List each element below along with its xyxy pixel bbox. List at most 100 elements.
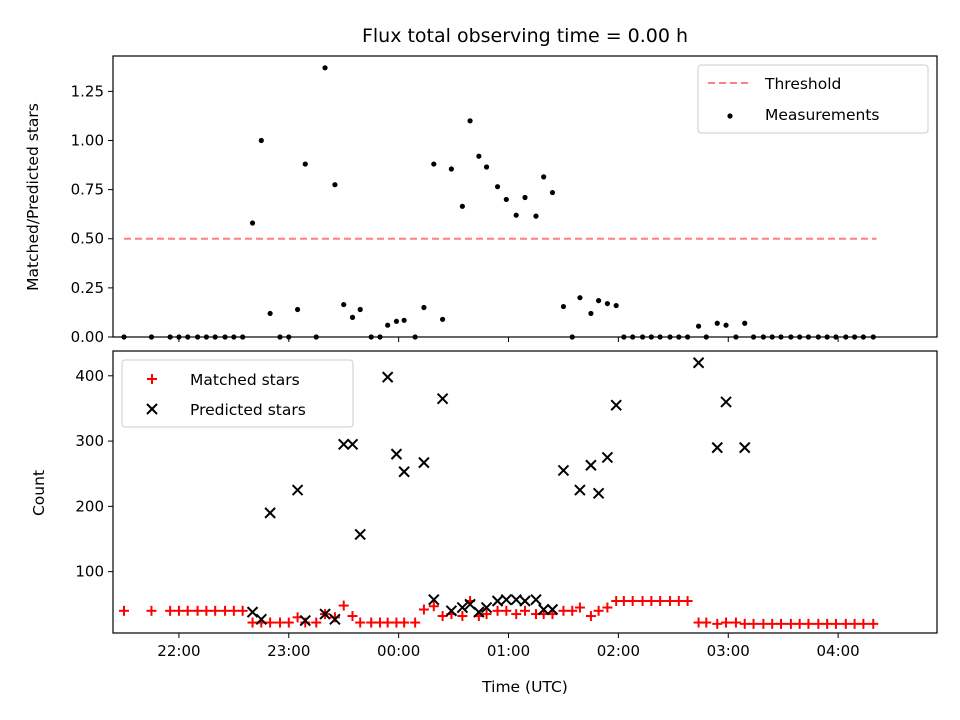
x-tick-label: 22:00	[157, 642, 200, 660]
predicted-stars-point	[291, 484, 304, 496]
measurement-point	[476, 153, 482, 159]
matched-stars-point	[721, 617, 732, 628]
count-x-axis-label: Time (UTC)	[481, 678, 568, 696]
measurement-point	[596, 298, 602, 304]
measurement-point	[714, 320, 720, 326]
measurement-point	[332, 182, 338, 188]
measurement-point	[522, 194, 528, 201]
legend-matched-swatch	[147, 374, 157, 384]
predicted-stars-point	[473, 606, 485, 618]
measurement-point	[349, 314, 356, 320]
matched-stars-point	[366, 617, 377, 628]
ratio-plot-frame	[112, 55, 938, 338]
legend-matched-label: Matched stars	[190, 371, 300, 389]
measurement-point	[513, 212, 519, 218]
predicted-stars-point	[381, 371, 394, 383]
ratio-legend: Threshold Measurements	[697, 64, 929, 134]
predicted-stars-point	[500, 594, 513, 606]
predicted-stars-point	[338, 438, 350, 451]
measurement-point	[723, 322, 729, 328]
measurement-point	[341, 301, 347, 308]
matched-stars-point	[627, 596, 638, 607]
measurement-point	[249, 220, 256, 226]
x-tick-label: 01:00	[487, 642, 530, 660]
matched-stars-point	[173, 605, 184, 616]
measurement-point	[267, 310, 273, 317]
predicted-stars-point	[530, 594, 542, 606]
predicted-stars-point	[592, 487, 605, 500]
matched-stars-point	[637, 596, 648, 607]
matched-stars-point	[712, 618, 723, 629]
measurement-point	[302, 161, 308, 167]
predicted-stars-point	[398, 466, 410, 478]
measurement-point	[560, 303, 567, 310]
ratio-panel: Flux total observing time = 0.00 h Match…	[24, 25, 938, 346]
predicted-stars-point	[491, 595, 504, 607]
count-panel: Count Time (UTC) 100 200 300 400 22:00 23:00 0…	[30, 350, 938, 696]
matched-stars-point	[437, 611, 448, 622]
legend-measurements-swatch	[727, 113, 733, 119]
predicted-stars-point	[329, 613, 341, 625]
measurement-point	[483, 164, 490, 170]
measurement-point	[459, 203, 465, 209]
predicted-stars-point	[456, 601, 469, 614]
measurement-point	[357, 306, 363, 313]
matched-stars-point	[794, 618, 805, 629]
measurement-point	[294, 306, 301, 313]
predicted-stars-point	[601, 451, 614, 464]
measurement-point	[322, 65, 328, 71]
matched-stars-point	[574, 602, 585, 613]
matched-stars-point	[701, 617, 712, 628]
y-tick-label: 300	[75, 432, 104, 450]
matched-stars-point	[758, 618, 769, 629]
matched-stars-point	[602, 602, 613, 613]
measurement-point	[588, 310, 594, 317]
chart-title: Flux total observing time = 0.00 h	[362, 25, 688, 47]
y-tick-label: 1.25	[71, 82, 104, 100]
measurement-point	[258, 137, 264, 144]
predicted-stars-point	[246, 606, 259, 618]
x-tick-label: 02:00	[597, 642, 640, 660]
predicted-stars-point	[436, 392, 449, 405]
matched-stars-point	[338, 600, 349, 611]
matched-stars-point	[247, 617, 258, 628]
predicted-stars-point	[480, 601, 493, 614]
measurement-point	[431, 161, 437, 167]
predicted-stars-point	[546, 603, 559, 616]
matched-stars-point	[311, 617, 322, 628]
matched-stars-point	[665, 596, 676, 607]
count-plot-frame	[112, 350, 938, 634]
matched-stars-point	[274, 617, 285, 628]
predicted-stars-point	[428, 594, 440, 606]
count-legend-box	[121, 359, 354, 428]
predicted-stars-point	[585, 459, 597, 471]
matched-stars-point	[558, 605, 569, 616]
predicted-stars-point	[510, 594, 522, 606]
matched-stars-point	[775, 618, 786, 629]
predicted-stars-point	[519, 595, 531, 607]
matched-stars-point	[481, 609, 492, 620]
measurement-point	[742, 320, 748, 326]
matched-stars-point	[511, 609, 522, 620]
matched-stars-point	[210, 605, 221, 616]
measurement-point	[421, 304, 427, 311]
measurement-point	[401, 317, 407, 323]
count-y-axis-label: Count	[30, 470, 48, 516]
measurement-point	[577, 295, 583, 301]
matched-stars-point	[585, 611, 596, 622]
matched-stars-point	[673, 596, 684, 607]
legend-predicted-label: Predicted stars	[190, 401, 306, 419]
matched-stars-point	[492, 605, 503, 616]
y-tick-label: 0.50	[71, 230, 104, 248]
y-tick-label: 1.00	[71, 131, 104, 149]
count-plot-area	[118, 357, 879, 629]
predicted-stars-point	[739, 441, 751, 454]
count-axis-ticks: 100 200 300 400 22:00 23:00 00:00 01:00 02:00 03:…	[75, 367, 859, 660]
matched-stars-point	[618, 596, 629, 607]
matched-stars-point	[785, 618, 796, 629]
matched-stars-point	[646, 596, 657, 607]
y-tick-label: 0.75	[71, 181, 104, 199]
ratio-legend-box	[697, 64, 929, 134]
x-tick-label: 03:00	[707, 642, 750, 660]
